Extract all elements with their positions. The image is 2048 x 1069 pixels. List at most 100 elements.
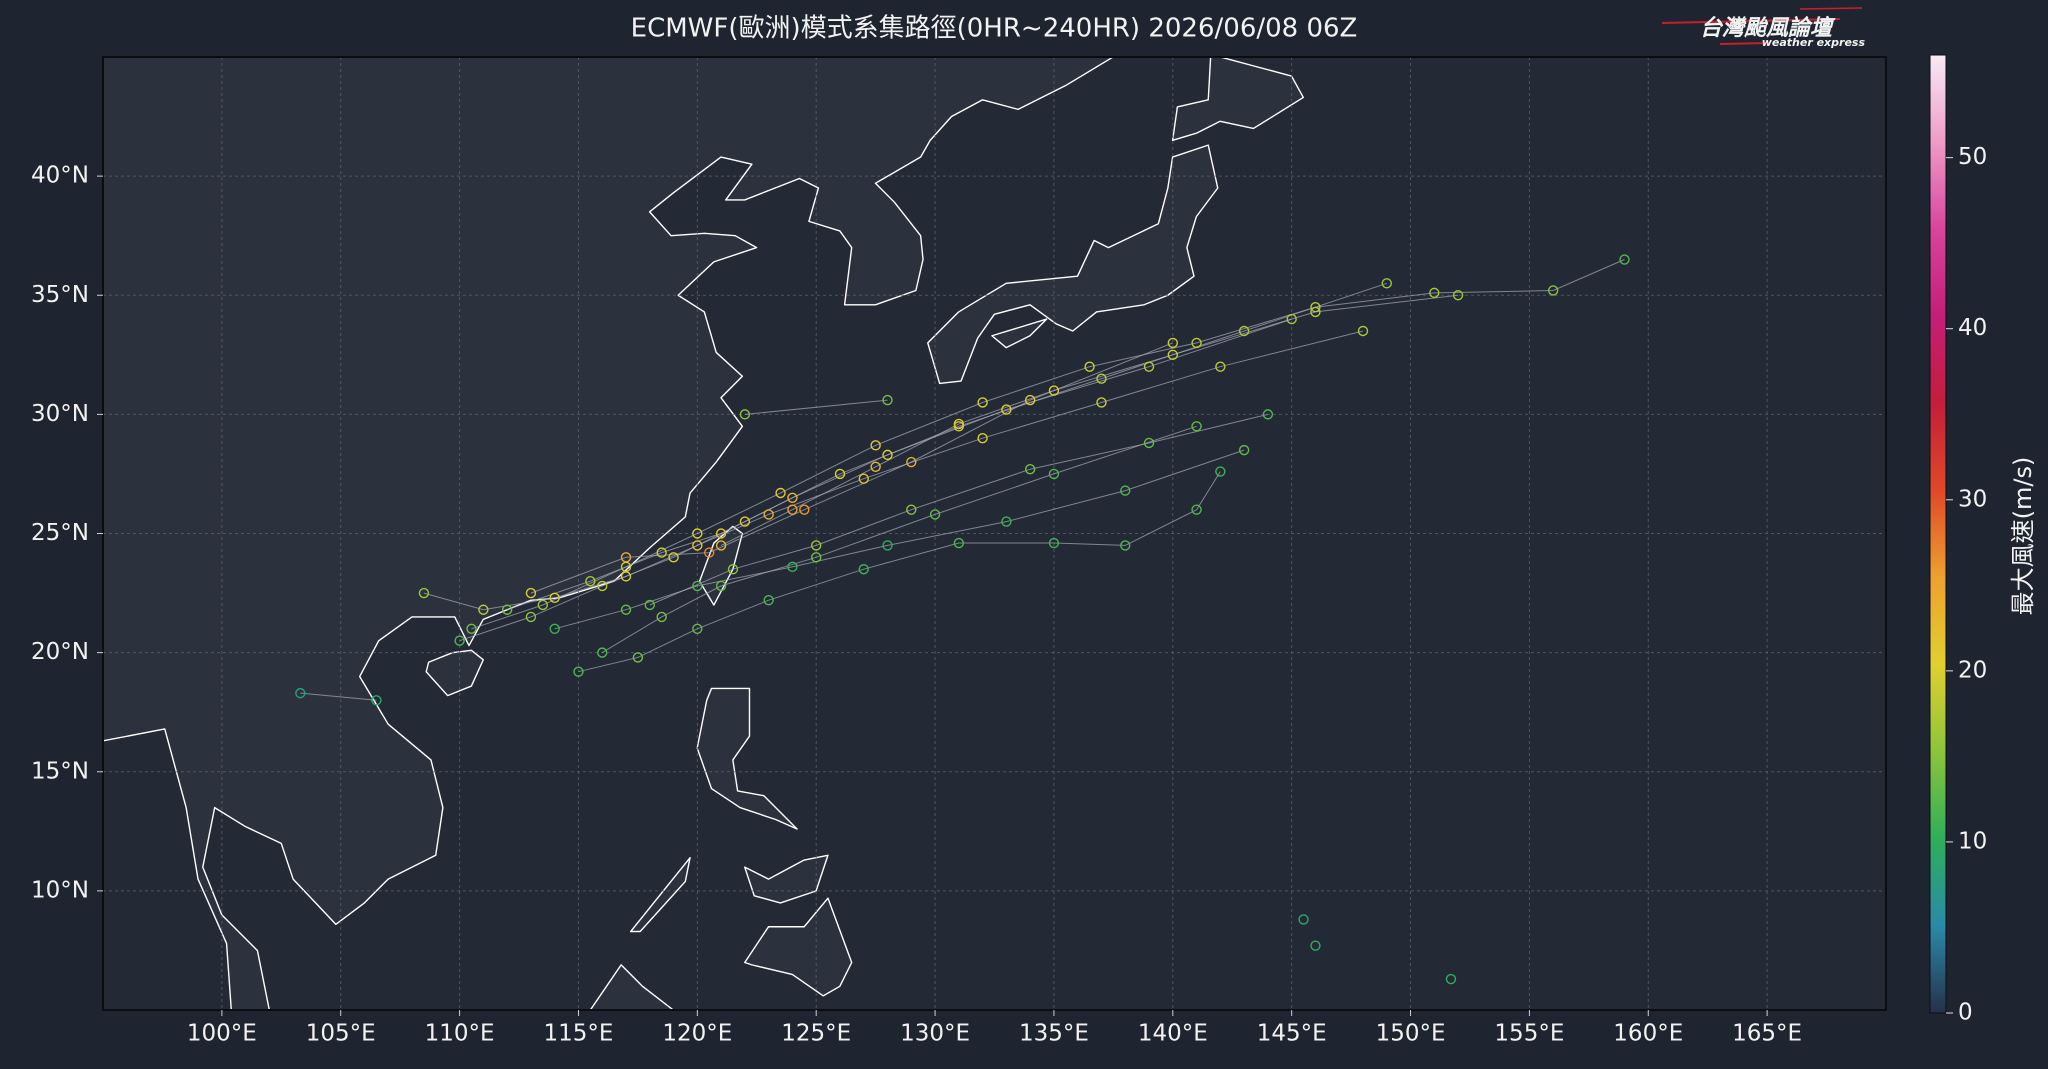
colorbar-tick-label: 40: [1958, 315, 1987, 341]
taiwan: [700, 526, 743, 605]
x-tick-label: 100°E: [187, 1021, 257, 1047]
logo-subtitle: weather express: [1762, 36, 1866, 49]
track-point: [1001, 516, 1012, 527]
track-line: [601, 425, 1197, 654]
track-point: [1298, 914, 1309, 925]
chart-title: ECMWF(歐洲)模式系集路徑(0HR~240HR) 2026/06/08 06…: [631, 14, 1358, 44]
colorbar-tick-label: 10: [1958, 828, 1987, 854]
track-point: [1048, 537, 1060, 549]
track-point: [597, 647, 608, 658]
track-point: [727, 564, 739, 575]
x-tick-label: 120°E: [662, 1021, 732, 1047]
x-tick-label: 125°E: [781, 1021, 851, 1047]
track-point: [799, 504, 810, 515]
colorbar-tick-label: 50: [1958, 144, 1987, 170]
track-point: [371, 695, 382, 706]
logo: 台灣颱風論壇 weather express: [1661, 7, 1866, 49]
y-tick-label: 20°N: [31, 639, 89, 665]
y-tick-label: 10°N: [31, 877, 89, 903]
track-point: [811, 540, 822, 551]
track-point: [715, 540, 727, 551]
track-point: [870, 440, 881, 451]
track-point: [692, 528, 703, 539]
colorbar: 最大風速(m/s) 0 10 20 30 40 50: [1929, 54, 2037, 1026]
track-line: [506, 318, 1292, 611]
track-point: [929, 509, 941, 520]
track-point: [585, 575, 596, 587]
track-point: [870, 461, 881, 472]
x-tick-label: 110°E: [425, 1021, 495, 1047]
track-point: [1310, 301, 1321, 313]
track-point: [787, 492, 798, 503]
track-point: [537, 599, 549, 611]
track-point: [1262, 409, 1274, 420]
mindanao: [745, 898, 852, 996]
track-point: [1215, 361, 1226, 372]
track-point: [620, 561, 632, 573]
honshu: [928, 145, 1218, 383]
track-line: [300, 692, 377, 701]
track-point: [1167, 349, 1179, 361]
track-point: [1191, 337, 1202, 349]
track-point: [1238, 444, 1250, 456]
track-point: [977, 433, 988, 444]
track-point: [1310, 306, 1321, 318]
track-line: [530, 342, 1173, 594]
track-point: [1547, 285, 1559, 296]
track-point: [1619, 254, 1630, 265]
track-point: [1096, 397, 1107, 408]
palawan: [631, 858, 690, 932]
track-point: [834, 468, 846, 480]
track-point: [644, 599, 655, 611]
track-point: [656, 611, 667, 623]
track-point: [858, 473, 869, 484]
track-point: [977, 397, 988, 408]
colorbar-tick-label: 0: [1958, 1000, 1973, 1026]
track-point: [953, 418, 965, 430]
colorbar-label: 最大風速(m/s): [2009, 457, 2037, 616]
track-point: [656, 547, 667, 558]
y-tick-label: 40°N: [31, 163, 89, 189]
track-point: [811, 552, 822, 563]
axes: 100°E 105°E 110°E 115°E 120°E 125°E 130°E 135°E…: [31, 163, 1802, 1047]
track-point: [692, 623, 703, 634]
track-point: [620, 604, 632, 615]
track-points: [295, 254, 1630, 985]
track-point: [906, 456, 917, 468]
track-point: [478, 604, 489, 615]
x-tick-label: 130°E: [900, 1021, 970, 1047]
track-point: [1001, 404, 1012, 415]
track-point: [1048, 468, 1060, 480]
track-point: [549, 623, 560, 634]
track-point: [858, 564, 869, 575]
x-tick-label: 160°E: [1613, 1021, 1683, 1047]
track-lines: [300, 259, 1625, 701]
logo-stripe: [1719, 42, 1771, 45]
track-point: [1357, 325, 1369, 337]
track-point: [1191, 421, 1202, 432]
track-point: [763, 509, 774, 520]
track-point: [632, 652, 644, 663]
track-point: [418, 587, 430, 599]
track-line: [578, 471, 1221, 673]
track-point: [295, 687, 306, 699]
track-point: [775, 487, 786, 499]
x-tick-label: 155°E: [1494, 1021, 1564, 1047]
track-point: [1429, 287, 1440, 299]
track-point: [739, 516, 751, 527]
track-point: [525, 611, 537, 623]
track-point: [501, 604, 513, 615]
track-point: [1024, 394, 1036, 406]
y-tick-label: 35°N: [31, 282, 89, 308]
track-line: [423, 330, 1364, 611]
track-point: [525, 587, 537, 599]
track-line: [744, 399, 888, 415]
track-point: [668, 552, 679, 563]
track-point: [1120, 485, 1131, 496]
track-point: [597, 580, 608, 592]
track-point: [787, 504, 798, 515]
track-line: [720, 294, 1459, 546]
map-area: [103, 57, 1886, 1010]
track-point: [1143, 437, 1155, 449]
